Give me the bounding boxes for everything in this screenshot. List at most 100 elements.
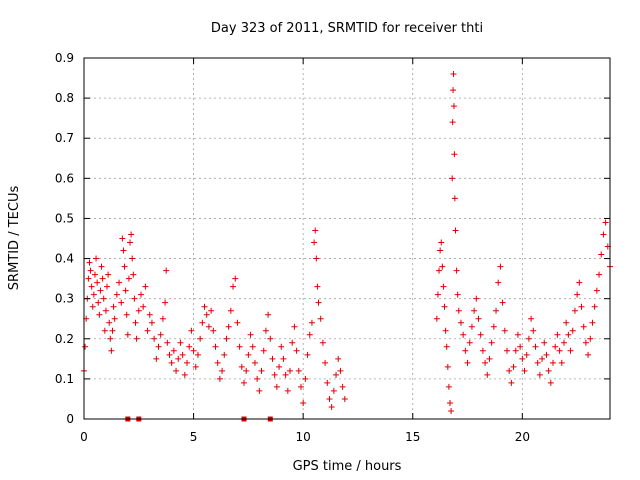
data-point [104, 283, 111, 290]
data-point [273, 383, 280, 390]
data-point [181, 371, 188, 378]
data-point [271, 371, 278, 378]
data-point [129, 255, 136, 262]
x-tick-label: 10 [296, 430, 311, 444]
y-tick-label: 0.3 [55, 292, 74, 306]
data-point [85, 275, 92, 282]
data-point [131, 295, 138, 302]
data-point [177, 339, 184, 346]
data-point [530, 327, 537, 334]
data-point [454, 291, 461, 298]
data-point [433, 315, 440, 322]
data-point [589, 319, 596, 326]
data-point [94, 279, 101, 286]
data-point [175, 355, 182, 362]
data-point [127, 239, 134, 246]
data-point [144, 327, 151, 334]
data-point [194, 351, 201, 358]
y-tick-label: 0.2 [55, 332, 74, 346]
data-point [337, 367, 344, 374]
data-point [137, 291, 144, 298]
data-point [552, 343, 559, 350]
data-point [598, 251, 605, 258]
data-point [146, 311, 153, 318]
data-point [315, 299, 322, 306]
y-tick-labels: 0 0.1 0.2 0.3 0.4 0.5 0.6 0.7 0.8 0.9 [55, 51, 74, 426]
data-point [297, 383, 304, 390]
data-point [293, 347, 300, 354]
data-point [468, 323, 475, 330]
data-point [162, 299, 169, 306]
data-point [510, 363, 517, 370]
y-tick-label: 0.6 [55, 171, 74, 185]
data-point [550, 359, 557, 366]
data-point [291, 323, 298, 330]
data-point [101, 327, 108, 334]
data-point [227, 307, 234, 314]
data-point [90, 291, 97, 298]
data-point [528, 315, 535, 322]
y-tick-label: 0.8 [55, 91, 74, 105]
data-point [313, 255, 320, 262]
data-point [201, 303, 208, 310]
data-point [151, 335, 158, 342]
data-point [95, 299, 102, 306]
data-point [105, 271, 112, 278]
data-point [278, 343, 285, 350]
data-point [159, 315, 166, 322]
data-point [311, 239, 318, 246]
data-point [455, 307, 462, 314]
data-point [501, 327, 508, 334]
data-point [308, 319, 315, 326]
data-point [254, 375, 261, 382]
data-point [232, 275, 239, 282]
data-point [335, 355, 342, 362]
data-point [545, 367, 552, 374]
data-point [267, 335, 274, 342]
data-point [190, 347, 197, 354]
x-tick-labels: 0 5 10 15 20 [80, 430, 530, 444]
data-point [508, 379, 515, 386]
data-point [97, 287, 104, 294]
data-point [488, 339, 495, 346]
data-point [576, 279, 583, 286]
data-point [243, 367, 250, 374]
data-point [166, 351, 173, 358]
data-point [585, 351, 592, 358]
data-point [438, 239, 445, 246]
data-point [506, 367, 513, 374]
y-tick-label: 0.7 [55, 131, 74, 145]
data-point [110, 303, 117, 310]
y-tick-label: 0.5 [55, 211, 74, 225]
y-tick-label: 0.9 [55, 51, 74, 65]
data-point [312, 227, 319, 234]
data-point [569, 327, 576, 334]
data-point [574, 291, 581, 298]
data-point [111, 315, 118, 322]
data-point [116, 279, 123, 286]
data-point [471, 307, 478, 314]
data-point [319, 339, 326, 346]
data-point [466, 339, 473, 346]
data-point [534, 359, 541, 366]
data-point [495, 279, 502, 286]
data-point [128, 231, 135, 238]
data-point [302, 375, 309, 382]
data-point [238, 363, 245, 370]
data-point [493, 307, 500, 314]
data-point [234, 319, 241, 326]
data-point [484, 371, 491, 378]
data-point [449, 175, 456, 182]
data-point [341, 395, 348, 402]
axis-ticks [83, 57, 610, 420]
data-point [170, 347, 177, 354]
data-point [108, 347, 115, 354]
data-point [265, 311, 272, 318]
data-point [571, 307, 578, 314]
data-point [148, 319, 155, 326]
data-points [81, 71, 613, 422]
data-point [558, 359, 565, 366]
data-point [135, 307, 142, 314]
data-point [479, 347, 486, 354]
data-point [560, 339, 567, 346]
